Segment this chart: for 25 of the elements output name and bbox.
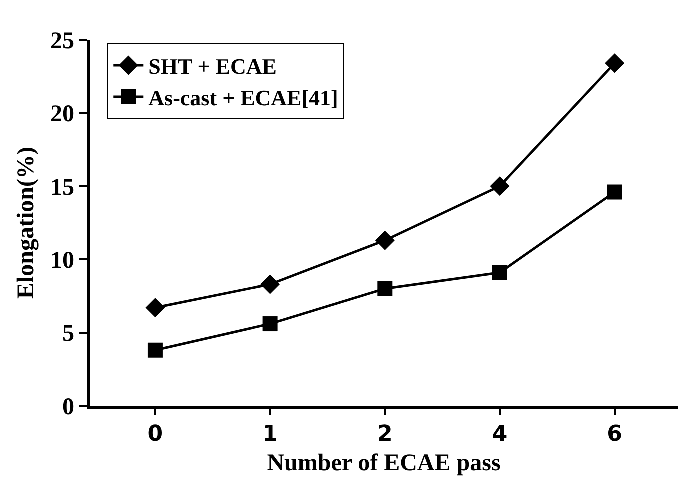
x-tick-label: 1 bbox=[262, 422, 278, 448]
y-tick-label: 25 bbox=[50, 28, 74, 54]
point bbox=[607, 184, 622, 200]
x-axis-title: Number of ECAE pass bbox=[267, 450, 501, 476]
legend-label: As-cast + ECAE[41] bbox=[148, 86, 338, 111]
x-tick-label: 2 bbox=[377, 422, 393, 448]
y-tick-label: 20 bbox=[50, 102, 74, 128]
point bbox=[375, 230, 395, 250]
y-tick-label: 15 bbox=[50, 174, 74, 201]
legend-label: SHT + ECAE bbox=[148, 54, 277, 80]
point bbox=[605, 54, 625, 74]
point bbox=[490, 176, 510, 196]
y-axis-title: Elongation(%) bbox=[14, 146, 40, 300]
y-tick-label: 5 bbox=[62, 321, 74, 348]
y-tick-label: 0 bbox=[62, 394, 74, 420]
y-tick-label: 10 bbox=[50, 248, 74, 274]
x-tick-label: 0 bbox=[148, 422, 164, 448]
point bbox=[260, 274, 280, 294]
point bbox=[146, 298, 166, 318]
x-tick-label: 4 bbox=[492, 422, 508, 448]
point bbox=[378, 281, 393, 296]
point bbox=[148, 342, 163, 358]
point bbox=[262, 316, 278, 332]
point bbox=[492, 265, 508, 280]
x-tick-label: 6 bbox=[607, 422, 622, 448]
